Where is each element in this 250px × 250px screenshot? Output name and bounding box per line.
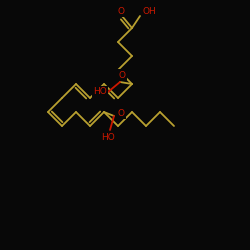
Text: O: O — [118, 6, 124, 16]
Text: HO: HO — [101, 132, 115, 141]
Text: O: O — [118, 70, 126, 80]
Text: OH: OH — [142, 6, 156, 16]
Text: O: O — [118, 108, 124, 118]
Text: HO: HO — [93, 88, 107, 96]
